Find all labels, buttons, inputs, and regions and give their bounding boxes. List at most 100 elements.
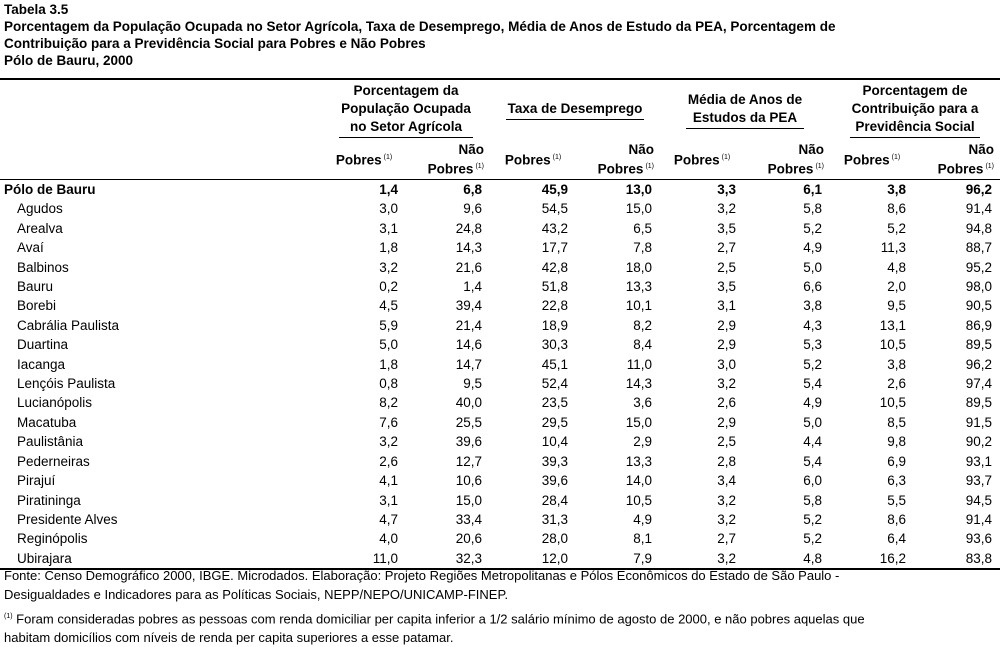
- row-municipio-name: Pederneiras: [17, 453, 90, 469]
- row-municipio-name: Macatuba: [17, 414, 77, 430]
- row-value-cell: 8,5: [887, 414, 906, 430]
- row-value-cell: 90,5: [965, 298, 992, 314]
- row-value-cell: 93,6: [965, 531, 992, 547]
- table-title-block: Tabela 3.5 Porcentagem da População Ocup…: [0, 1, 1002, 69]
- row-value-cell: 14,3: [455, 240, 482, 256]
- row-value-cell: 2,8: [717, 453, 736, 469]
- row-value-cell: 94,8: [965, 220, 992, 236]
- row-value-cell: 3,1: [717, 298, 736, 314]
- source-line-1: Fonte: Censo Demográfico 2000, IBGE. Mic…: [4, 568, 840, 583]
- row-value-cell: 39,4: [455, 298, 482, 314]
- row-value-cell: 3,6: [633, 395, 652, 411]
- row-value-cell: 4,8: [887, 259, 906, 275]
- row-value-cell: 2,9: [717, 414, 736, 430]
- row-value-cell: 17,7: [541, 240, 568, 256]
- row-value-cell: 7,6: [379, 414, 398, 430]
- row-value-cell: 29,5: [541, 414, 568, 430]
- row-value-cell: 5,0: [803, 414, 822, 430]
- row-value-cell: 21,6: [455, 259, 482, 275]
- row-value-cell: 3,2: [717, 376, 736, 392]
- table-row: Iacanga 1,8 14,7 45,1 11,0 3,0 5,2 3,8 96,2: [0, 355, 1000, 374]
- row-value-cell: 10,5: [879, 395, 906, 411]
- row-value-cell: 5,0: [803, 259, 822, 275]
- row-municipio-name: Borebi: [17, 298, 57, 314]
- row-municipio-name: Ubirajara: [0, 548, 322, 571]
- row-value-cell: 18,9: [541, 317, 568, 333]
- row-value-cell: 93,7: [965, 473, 992, 489]
- table-row: Arealva 3,1 24,8 43,2 6,5 3,5 5,2 5,2 94,8: [0, 219, 1000, 238]
- row-value-cell: 21,4: [455, 317, 482, 333]
- row-value-cell: 6,9: [887, 453, 906, 469]
- row-value-cell: 24,8: [455, 220, 482, 236]
- row-value-cell: 25,5: [455, 414, 482, 430]
- row-value-cell: 90,2: [965, 434, 992, 450]
- row-value-cell: 0,2: [379, 279, 398, 295]
- row-municipio-name: Lençóis Paulista: [17, 376, 116, 392]
- row-value-cell: 4,1: [379, 473, 398, 489]
- row-value-cell: 94,5: [965, 492, 992, 508]
- row-value-cell: 88,7: [965, 240, 992, 256]
- row-value-cell: 3,5: [717, 220, 736, 236]
- row-value-cell: 2,5: [717, 259, 736, 275]
- row-value-cell: 4,9: [803, 240, 822, 256]
- row-value-cell: 2,6: [379, 453, 398, 469]
- row-value-cell: 5,4: [803, 376, 822, 392]
- row-value-cell: 45,9: [541, 182, 568, 197]
- row-value-cell: 11,0: [626, 356, 652, 372]
- table-row: Lençóis Paulista 0,8 9,5 52,4 14,3 3,2 5,4 2,6 9…: [0, 374, 1000, 393]
- row-value-cell: 6,0: [803, 473, 822, 489]
- row-value-cell: 5,8: [803, 201, 822, 217]
- table-row: Pederneiras 2,6 12,7 39,3 13,3 2,8 5,4 6,9 93,1: [0, 452, 1000, 471]
- table-row: Macatuba 7,6 25,5 29,5 15,0 2,9 5,0 8,5 91,5: [0, 413, 1000, 432]
- header-group-agricola: Porcentagem da População Ocupada no Seto…: [322, 78, 490, 139]
- row-value-cell: 30,3: [541, 337, 568, 353]
- row-value-cell: 39,6: [541, 473, 568, 489]
- row-value-cell: 42,8: [541, 259, 568, 275]
- row-value-cell: 3,0: [717, 356, 736, 372]
- row-value-cell: 28,4: [541, 492, 568, 508]
- row-value-cell: 13,3: [625, 279, 652, 295]
- row-value-cell: 5,3: [803, 337, 822, 353]
- row-value-cell: 31,3: [541, 511, 568, 527]
- row-value-cell: 3,3: [717, 182, 736, 197]
- subheader-nao-pobres: Não Pobres (1): [914, 139, 1000, 180]
- row-value-cell: 2,7: [717, 240, 736, 256]
- row-value-cell: 13,0: [625, 182, 652, 197]
- row-value-cell: 5,5: [887, 492, 906, 508]
- row-value-cell: 14,0: [625, 473, 652, 489]
- table-row: Agudos 3,0 9,6 54,5 15,0 3,2 5,8 8,6 91,4: [0, 199, 1000, 218]
- table-subtitle: Pólo de Bauru, 2000: [4, 53, 134, 68]
- row-value-cell: 3,2: [717, 201, 736, 217]
- row-value-cell: 20,6: [455, 531, 482, 547]
- table-row: Piratininga 3,1 15,0 28,4 10,5 3,2 5,8 5,5 94,5: [0, 491, 1000, 510]
- row-value-cell: 2,7: [717, 531, 736, 547]
- row-value-cell: 52,4: [541, 376, 568, 392]
- row-municipio-name: Duartina: [17, 337, 69, 353]
- row-municipio-name: Agudos: [17, 201, 63, 217]
- row-value-cell: 4,7: [379, 511, 398, 527]
- footnote-line-2: habitam domicílios com níveis de renda p…: [4, 629, 454, 645]
- subheader-row: Pobres (1) Não Pobres (1) Pobres (1) Não Pobres(…: [0, 139, 1000, 180]
- row-value-cell: 5,9: [379, 317, 398, 333]
- row-value-cell: 86,9: [965, 317, 992, 333]
- row-value-cell: 23,5: [541, 395, 568, 411]
- row-value-cell: 2,0: [887, 279, 906, 295]
- row-value-cell: 96,2: [965, 356, 992, 372]
- row-municipio-name: Bauru: [17, 279, 54, 295]
- row-municipio-name: Avaí: [17, 240, 44, 256]
- table-row: Avaí 1,8 14,3 17,7 7,8 2,7 4,9 11,3 88,7: [0, 238, 1000, 257]
- row-value-cell: 3,0: [379, 201, 398, 217]
- header-group-desemprego: Taxa de Desemprego: [490, 78, 660, 139]
- row-value-cell: 4,4: [803, 434, 822, 450]
- row-value-cell: 7,9: [576, 548, 660, 571]
- row-value-cell: 10,5: [625, 492, 652, 508]
- row-municipio-name: Pirajuí: [17, 473, 56, 489]
- row-value-cell: 15,0: [625, 414, 652, 430]
- row-value-cell: 4,9: [803, 395, 822, 411]
- row-value-cell: 1,8: [379, 240, 398, 256]
- footnote-mark: (1): [4, 613, 13, 620]
- row-value-cell: 95,2: [965, 259, 992, 275]
- row-municipio-name: Piratininga: [17, 492, 81, 508]
- row-value-cell: 45,1: [541, 356, 568, 372]
- row-value-cell: 7,8: [633, 240, 652, 256]
